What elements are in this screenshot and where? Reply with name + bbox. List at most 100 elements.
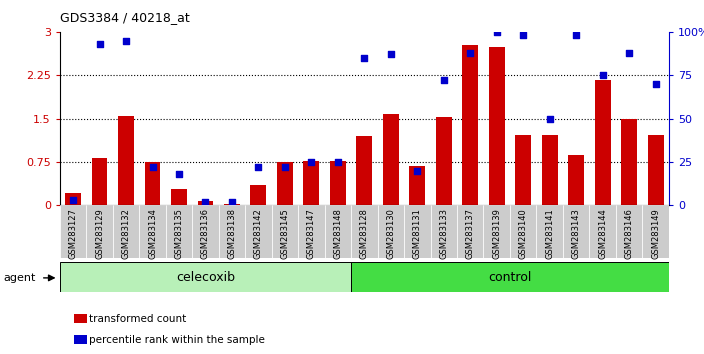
- Bar: [431, 205, 457, 258]
- Point: [253, 164, 264, 170]
- Bar: [510, 205, 536, 258]
- Bar: [113, 205, 139, 258]
- Text: transformed count: transformed count: [89, 314, 187, 324]
- Text: GSM283149: GSM283149: [651, 208, 660, 259]
- Bar: [165, 205, 192, 258]
- Point: [517, 33, 529, 38]
- Bar: [325, 205, 351, 258]
- Text: GDS3384 / 40218_at: GDS3384 / 40218_at: [60, 11, 189, 24]
- Bar: [65, 193, 81, 205]
- Bar: [621, 119, 637, 205]
- Bar: [219, 205, 245, 258]
- Point: [412, 168, 423, 173]
- Text: percentile rank within the sample: percentile rank within the sample: [89, 335, 265, 345]
- Text: GSM283141: GSM283141: [545, 208, 554, 259]
- Bar: [648, 135, 663, 205]
- Point: [438, 78, 449, 83]
- Text: GSM283138: GSM283138: [227, 208, 237, 259]
- Text: GSM283147: GSM283147: [307, 208, 316, 259]
- Bar: [351, 205, 377, 258]
- Bar: [245, 205, 272, 258]
- Bar: [139, 205, 165, 258]
- Bar: [616, 205, 642, 258]
- Text: GSM283139: GSM283139: [492, 208, 501, 259]
- Point: [358, 55, 370, 61]
- Text: GSM283136: GSM283136: [201, 208, 210, 259]
- Point: [544, 116, 555, 121]
- Bar: [171, 189, 187, 205]
- Point: [491, 29, 503, 35]
- Point: [650, 81, 661, 87]
- Text: GSM283128: GSM283128: [360, 208, 369, 259]
- Point: [570, 33, 582, 38]
- Bar: [144, 162, 161, 205]
- Point: [332, 159, 344, 165]
- Text: GSM283129: GSM283129: [95, 208, 104, 259]
- Point: [597, 73, 608, 78]
- Bar: [642, 205, 669, 258]
- Bar: [463, 45, 478, 205]
- Bar: [436, 118, 452, 205]
- Point: [120, 38, 132, 44]
- Point: [465, 50, 476, 56]
- Bar: [198, 201, 213, 205]
- Bar: [589, 205, 616, 258]
- Text: control: control: [489, 270, 532, 284]
- Bar: [457, 205, 484, 258]
- Bar: [595, 80, 610, 205]
- Bar: [568, 155, 584, 205]
- Text: GSM283134: GSM283134: [148, 208, 157, 259]
- Bar: [251, 185, 266, 205]
- Bar: [277, 162, 293, 205]
- Text: GSM283140: GSM283140: [519, 208, 528, 259]
- Bar: [87, 205, 113, 258]
- Text: GSM283148: GSM283148: [333, 208, 342, 259]
- Bar: [60, 262, 351, 292]
- Bar: [563, 205, 589, 258]
- Point: [624, 50, 635, 56]
- Bar: [356, 136, 372, 205]
- Bar: [541, 135, 558, 205]
- Text: celecoxib: celecoxib: [176, 270, 235, 284]
- Bar: [330, 161, 346, 205]
- Text: GSM283132: GSM283132: [122, 208, 130, 259]
- Text: GSM283142: GSM283142: [254, 208, 263, 259]
- Bar: [351, 262, 669, 292]
- Text: agent: agent: [4, 273, 36, 283]
- Bar: [92, 158, 108, 205]
- Bar: [224, 204, 240, 205]
- Bar: [377, 205, 404, 258]
- Point: [279, 164, 291, 170]
- Bar: [60, 205, 87, 258]
- Text: GSM283127: GSM283127: [68, 208, 77, 259]
- Bar: [303, 161, 320, 205]
- Point: [68, 197, 79, 203]
- Bar: [536, 205, 563, 258]
- Text: GSM283130: GSM283130: [386, 208, 396, 259]
- Point: [385, 52, 396, 57]
- Text: GSM283135: GSM283135: [175, 208, 184, 259]
- Bar: [298, 205, 325, 258]
- Bar: [118, 116, 134, 205]
- Point: [173, 171, 184, 177]
- Text: GSM283131: GSM283131: [413, 208, 422, 259]
- Text: GSM283143: GSM283143: [572, 208, 581, 259]
- Text: GSM283145: GSM283145: [280, 208, 289, 259]
- Bar: [515, 135, 531, 205]
- Bar: [404, 205, 431, 258]
- Point: [94, 41, 105, 47]
- Point: [306, 159, 317, 165]
- Point: [226, 199, 237, 205]
- Bar: [484, 205, 510, 258]
- Bar: [409, 166, 425, 205]
- Bar: [383, 114, 398, 205]
- Point: [200, 199, 211, 205]
- Text: GSM283144: GSM283144: [598, 208, 607, 259]
- Bar: [192, 205, 219, 258]
- Text: GSM283137: GSM283137: [466, 208, 474, 259]
- Text: GSM283133: GSM283133: [439, 208, 448, 259]
- Point: [147, 164, 158, 170]
- Bar: [489, 47, 505, 205]
- Bar: [272, 205, 298, 258]
- Text: GSM283146: GSM283146: [624, 208, 634, 259]
